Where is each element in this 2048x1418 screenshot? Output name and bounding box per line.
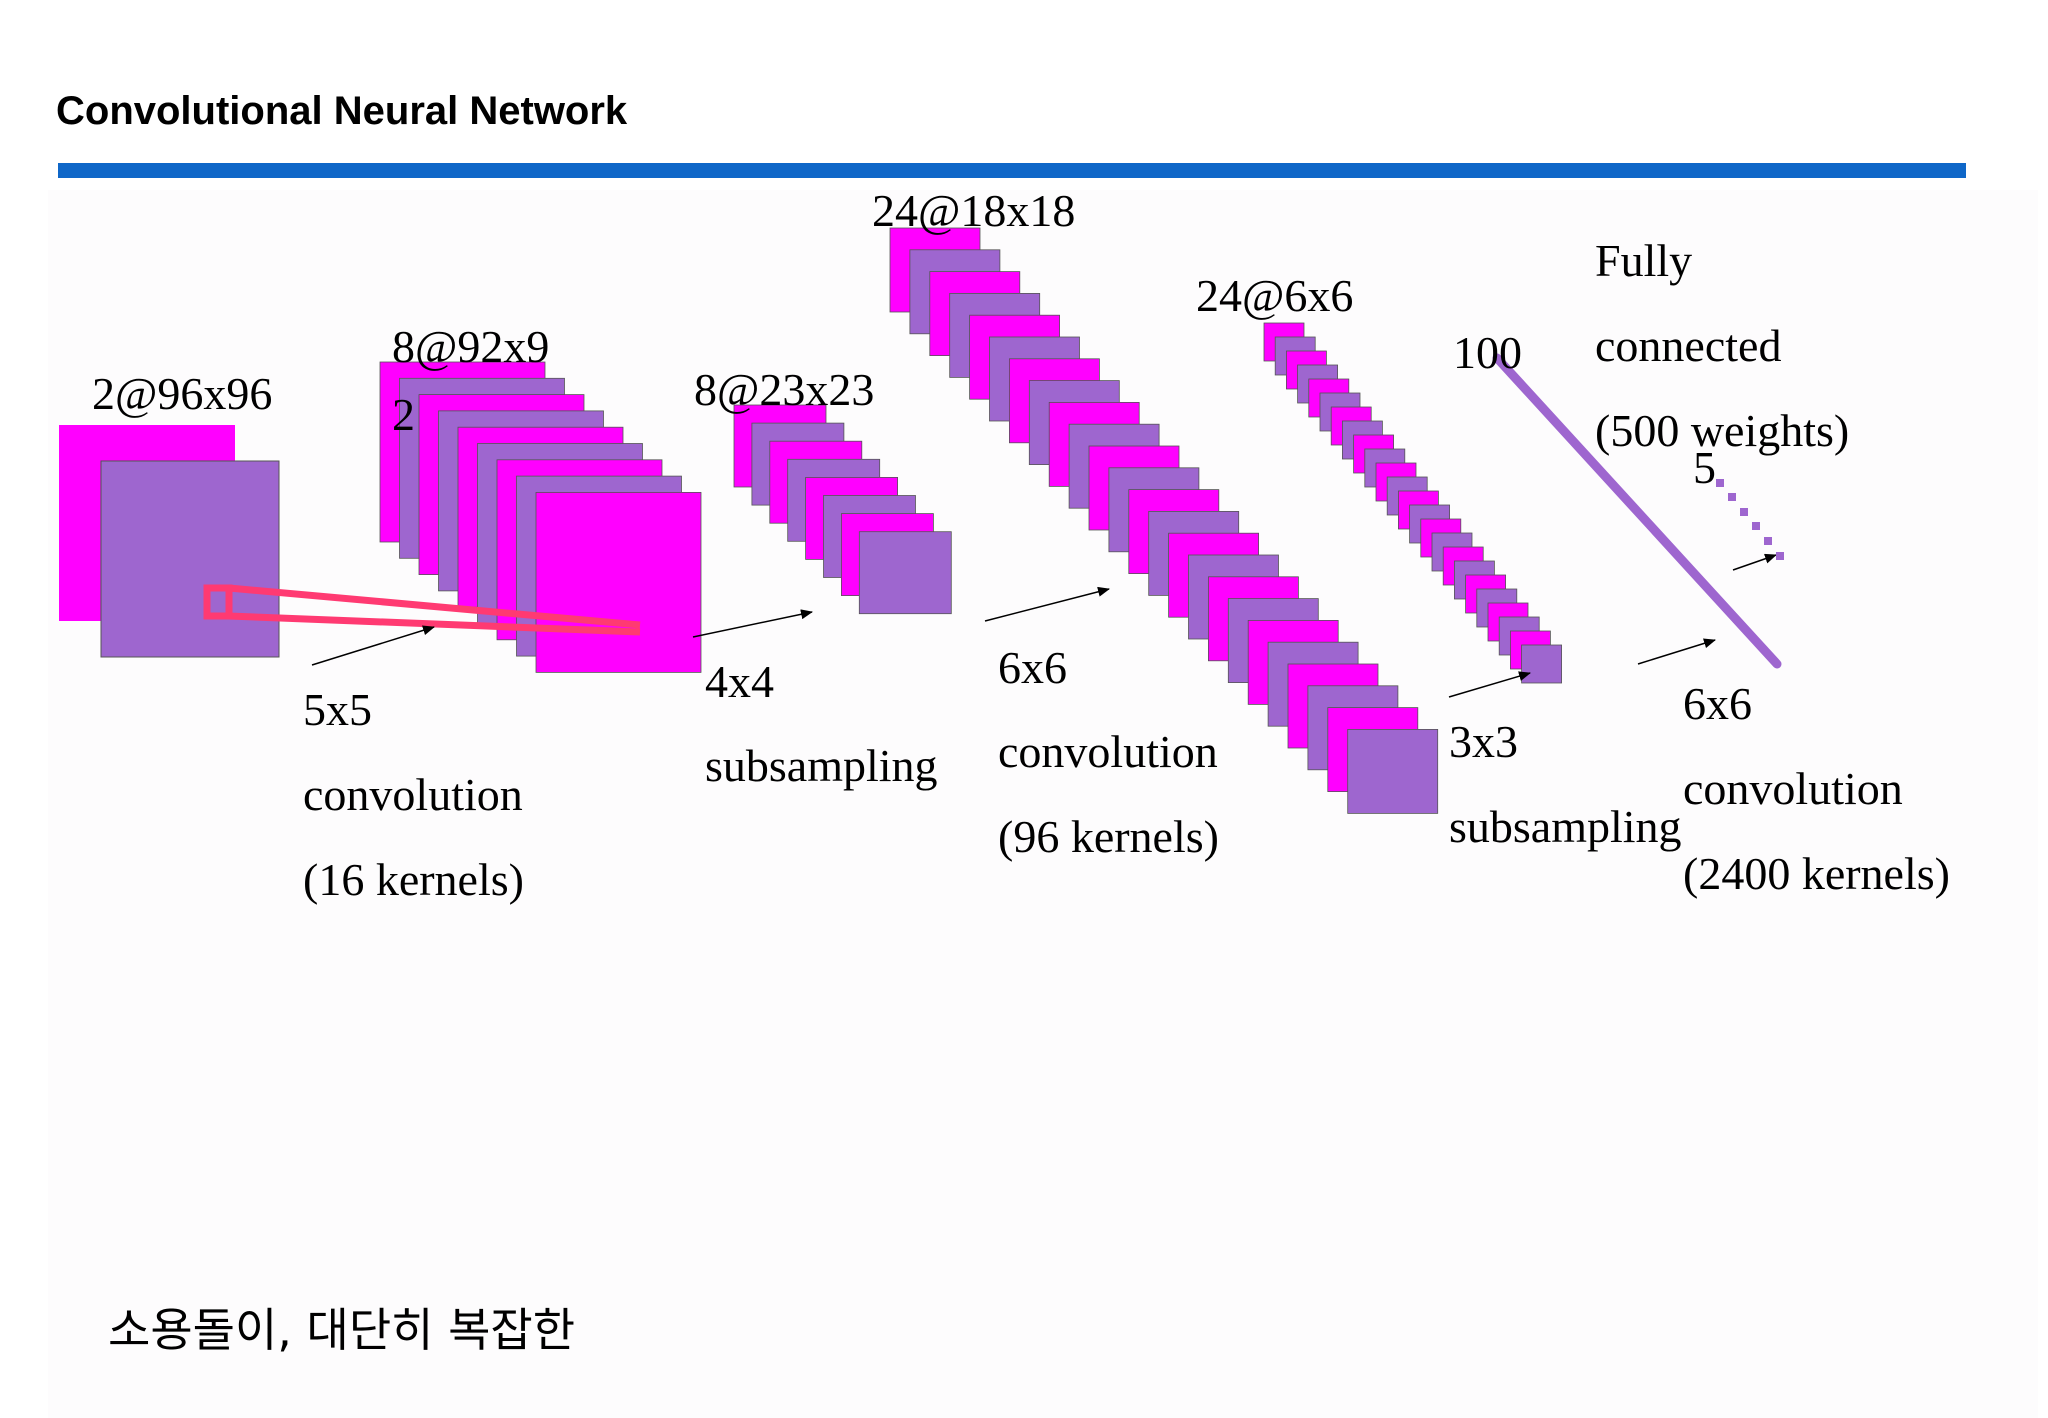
input-maps <box>59 425 280 658</box>
fc-output-unit-3 <box>1740 508 1748 516</box>
fc-output-unit-4 <box>1752 522 1760 530</box>
label-pool2-maps: 24@6x6 <box>1196 270 1353 321</box>
label-pool1-kernel: 4x4 <box>705 656 774 707</box>
arrow-conv3 <box>1637 638 1716 665</box>
conv1-map-9 <box>535 491 702 673</box>
label-fc-out: 5 <box>1693 442 1716 493</box>
label-conv3-op: convolution <box>1683 763 1903 814</box>
label-pool1-op: subsampling <box>705 740 938 791</box>
label-pool1-maps: 8@23x23 <box>694 364 874 415</box>
arrow-conv2 <box>984 586 1110 622</box>
label-conv1-count: (16 kernels) <box>303 854 524 905</box>
slide-caption: 소용돌이, 대단히 복잡한 <box>108 1303 576 1357</box>
input-map-front <box>100 460 280 658</box>
slide-title: Convolutional Neural Network <box>56 89 628 133</box>
label-conv2-op: convolution <box>998 726 1218 777</box>
pool2-feature-maps <box>1263 322 1562 684</box>
label-conv3-count: (2400 kernels) <box>1683 848 1950 899</box>
pool1-feature-maps <box>733 404 952 615</box>
receptive-field-box <box>203 584 233 620</box>
label-conv1-maps: 8@92x9 <box>392 321 549 372</box>
label-pool2-kernel: 3x3 <box>1449 716 1518 767</box>
pool1-map-8 <box>858 531 952 615</box>
label-conv1-kernel: 5x5 <box>303 684 372 735</box>
label-fc-weights: (500 weights) <box>1595 405 1849 456</box>
receptive-field <box>203 584 641 636</box>
fc-output-unit-2 <box>1728 493 1736 501</box>
label-conv2-count: (96 kernels) <box>998 811 1219 862</box>
label-conv2-kernel: 6x6 <box>998 642 1067 693</box>
fc-output-unit-5 <box>1764 537 1772 545</box>
fc-output-unit-1 <box>1716 479 1724 487</box>
label-fc-title: Fully <box>1595 235 1692 286</box>
arrow-pool1 <box>692 609 813 638</box>
arrow-conv1 <box>311 625 435 666</box>
arrow-fc <box>1732 553 1777 571</box>
label-fc-op: connected <box>1595 320 1781 371</box>
label-conv1-op: convolution <box>303 769 523 820</box>
label-input: 2@96x96 <box>92 368 272 419</box>
fc-output-units <box>1716 479 1784 560</box>
title-rule <box>58 163 1966 178</box>
conv2-map-24 <box>1347 729 1439 814</box>
arrow-pool2 <box>1448 671 1531 698</box>
label-conv3-kernel: 6x6 <box>1683 678 1752 729</box>
label-conv2-maps: 24@18x18 <box>872 185 1075 236</box>
label-conv1-maps-wrap: 2 <box>392 389 415 440</box>
fc-layer-bar <box>1492 353 1782 669</box>
fc-output-unit-6 <box>1776 552 1784 560</box>
conv2-feature-maps <box>889 227 1439 814</box>
receptive-field-lines <box>228 584 641 636</box>
label-pool2-op: subsampling <box>1449 801 1682 852</box>
label-fc-units: 100 <box>1453 327 1522 378</box>
pool2-map-24 <box>1521 644 1562 684</box>
conv1-feature-maps <box>379 361 702 673</box>
